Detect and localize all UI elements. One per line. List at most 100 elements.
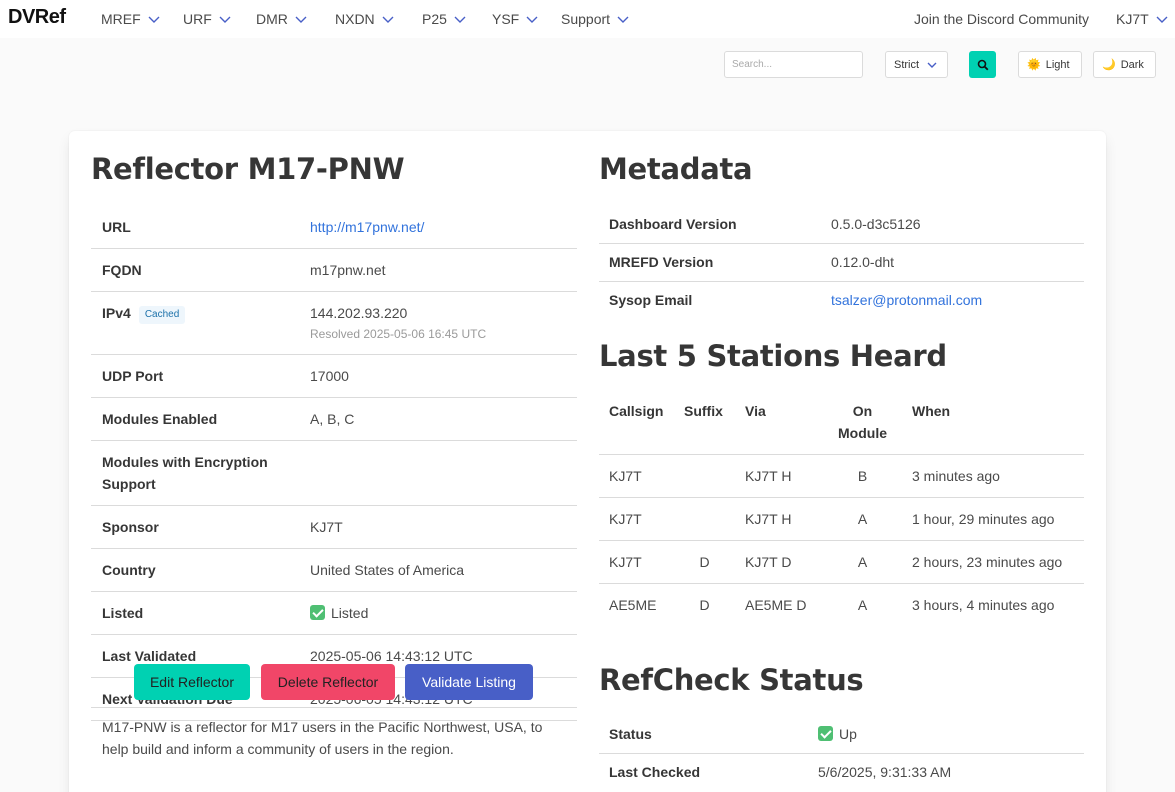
- table-row: URL http://m17pnw.net/: [91, 206, 577, 249]
- refcheck-checked-label: Last Checked: [609, 764, 701, 780]
- nav-nxdn[interactable]: NXDN: [335, 11, 395, 27]
- col-suffix: Suffix: [684, 403, 723, 419]
- nav-ysf[interactable]: YSF: [492, 11, 539, 27]
- col-when: When: [912, 403, 951, 419]
- listed-label: Listed: [102, 605, 144, 621]
- table-row: MREFD Version 0.12.0-dht: [599, 244, 1084, 282]
- dark-theme-label: Dark: [1120, 58, 1144, 71]
- udp-port-value: 17000: [310, 368, 349, 384]
- table-row: Status Up: [599, 716, 1084, 754]
- chevron-down-icon: [525, 12, 539, 26]
- table-row: Sysop Email tsalzer@protonmail.com: [599, 282, 1084, 319]
- sponsor-label: Sponsor: [102, 519, 159, 535]
- module-cell: B: [857, 468, 868, 484]
- reflector-details-table: URL http://m17pnw.net/ FQDN m17pnw.net I…: [91, 206, 577, 721]
- table-row: Last Checked 5/6/2025, 9:31:33 AM: [599, 754, 1084, 791]
- when-cell: 1 hour, 29 minutes ago: [912, 511, 1055, 527]
- mrefd-version-label: MREFD Version: [609, 254, 714, 270]
- refcheck-table: Status Up Last Checked 5/6/2025, 9:31:33…: [599, 716, 1084, 791]
- callsign-cell: KJ7T: [609, 554, 642, 570]
- search-icon: [977, 59, 988, 70]
- check-icon: [310, 605, 325, 620]
- metadata-title: Metadata: [599, 152, 753, 186]
- table-row: Modules Enabled A, B, C: [91, 398, 577, 441]
- table-row: FQDN m17pnw.net: [91, 249, 577, 292]
- modules-enabled-value: A, B, C: [310, 411, 355, 427]
- nav-support[interactable]: Support: [561, 11, 630, 27]
- mrefd-version-value: 0.12.0-dht: [831, 254, 895, 270]
- col-module: On Module: [838, 403, 887, 441]
- search-button[interactable]: [969, 51, 996, 78]
- chevron-down-icon: [218, 12, 232, 26]
- table-row: Modules with Encryption Support: [91, 441, 577, 506]
- when-cell: 3 minutes ago: [912, 468, 1000, 484]
- chevron-down-icon: [616, 12, 630, 26]
- table-row: Listed Listed: [91, 592, 577, 635]
- refcheck-status-value: Up: [839, 726, 857, 742]
- metadata-table: Dashboard Version 0.5.0-d3c5126 MREFD Ve…: [599, 206, 1084, 319]
- suffix-cell: [674, 455, 735, 497]
- module-cell: A: [857, 597, 868, 613]
- refcheck-checked-value: 5/6/2025, 9:31:33 AM: [818, 764, 952, 780]
- fqdn-value: m17pnw.net: [310, 262, 386, 278]
- chevron-down-icon: [925, 58, 939, 72]
- ipv4-label: IPv4: [102, 305, 131, 321]
- url-label: URL: [102, 219, 131, 235]
- validate-listing-button[interactable]: Validate Listing: [405, 664, 533, 700]
- sysop-email-link[interactable]: tsalzer@protonmail.com: [831, 292, 983, 308]
- nav-urf-label: URF: [183, 11, 212, 27]
- stations-table: Callsign Suffix Via On Module When KJ7T …: [599, 390, 1084, 626]
- chevron-down-icon: [294, 12, 308, 26]
- last-validated-label: Last Validated: [102, 648, 197, 664]
- brand-logo[interactable]: DVRef: [8, 6, 66, 28]
- search-mode-select[interactable]: Strict: [885, 51, 948, 78]
- light-theme-label: Light: [1045, 58, 1070, 71]
- search-input[interactable]: [724, 51, 863, 78]
- nav-dmr[interactable]: DMR: [256, 11, 308, 27]
- modules-encryption-label: Modules with Encryption Support: [102, 454, 268, 492]
- via-cell: KJ7T H: [745, 511, 792, 527]
- delete-reflector-button[interactable]: Delete Reflector: [261, 664, 395, 700]
- ipv4-value: 144.202.93.220: [310, 305, 408, 321]
- nav-support-label: Support: [561, 11, 611, 27]
- reflector-url-link[interactable]: http://m17pnw.net/: [310, 219, 425, 235]
- stations-title: Last 5 Stations Heard: [599, 339, 947, 373]
- module-cell: A: [857, 511, 868, 527]
- toolbar: Strict 🌞 Light 🌙 Dark: [0, 51, 1175, 79]
- last-validated-value: 2025-05-06 14:43:12 UTC: [310, 648, 473, 664]
- callsign-cell: KJ7T: [609, 511, 642, 527]
- navbar: DVRef MREF URF DMR NXDN P25 YSF Support …: [0, 0, 1175, 38]
- nav-discord-link[interactable]: Join the Discord Community: [914, 11, 1090, 27]
- suffix-cell: [674, 498, 735, 540]
- via-cell: KJ7T H: [745, 468, 792, 484]
- listed-value: Listed: [331, 605, 369, 621]
- suffix-cell: D: [699, 597, 710, 613]
- search-mode-value: Strict: [894, 58, 920, 71]
- action-buttons: Edit Reflector Delete Reflector Validate…: [91, 656, 577, 708]
- nav-mref[interactable]: MREF: [101, 11, 161, 27]
- nav-urf[interactable]: URF: [183, 11, 232, 27]
- nav-user-menu[interactable]: KJ7T: [1116, 11, 1169, 27]
- via-cell: KJ7T D: [745, 554, 792, 570]
- when-cell: 2 hours, 23 minutes ago: [912, 554, 1063, 570]
- cached-badge: Cached: [138, 306, 186, 324]
- table-row: AE5ME D AE5ME D A 3 hours, 4 minutes ago: [599, 584, 1084, 626]
- table-row: Country United States of America: [91, 549, 577, 592]
- dashboard-version-label: Dashboard Version: [609, 216, 737, 232]
- moon-icon: 🌙: [1102, 59, 1116, 71]
- module-cell: A: [857, 554, 868, 570]
- refcheck-title: RefCheck Status: [599, 663, 864, 697]
- dark-theme-button[interactable]: 🌙 Dark: [1093, 51, 1156, 78]
- table-header-row: Callsign Suffix Via On Module When: [599, 390, 1084, 455]
- nav-mref-label: MREF: [101, 11, 141, 27]
- table-row: Sponsor KJ7T: [91, 506, 577, 549]
- nav-dmr-label: DMR: [256, 11, 288, 27]
- chevron-down-icon: [1155, 12, 1169, 26]
- light-theme-button[interactable]: 🌞 Light: [1018, 51, 1082, 78]
- modules-enabled-label: Modules Enabled: [102, 411, 218, 427]
- fqdn-label: FQDN: [102, 262, 142, 278]
- col-callsign: Callsign: [609, 403, 664, 419]
- chevron-down-icon: [453, 12, 467, 26]
- nav-p25[interactable]: P25: [422, 11, 467, 27]
- edit-reflector-button[interactable]: Edit Reflector: [134, 664, 250, 700]
